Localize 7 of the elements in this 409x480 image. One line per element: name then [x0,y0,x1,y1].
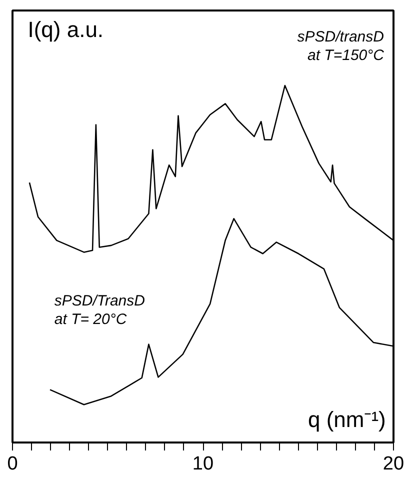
x-tick-label: 0 [7,454,18,474]
x-axis-title: q (nm⁻¹) [308,406,386,432]
y-axis-title: I(q) a.u. [28,16,104,42]
x-tick-label: 10 [192,454,214,474]
series-label: sPSD/transD at T=150°C [297,28,384,64]
x-tick-label: 20 [382,454,404,474]
series-label: sPSD/TransD at T= 20°C [54,292,146,328]
